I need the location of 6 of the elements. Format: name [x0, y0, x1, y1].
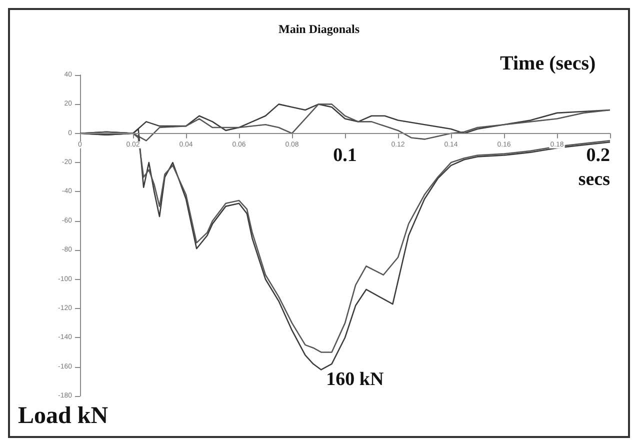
x-axis-title: Time (secs) [500, 52, 596, 74]
annotation: 0.1 [333, 144, 357, 166]
annotation: 160 kN [326, 369, 384, 390]
annotation: 0.2 secs [578, 144, 610, 190]
y-axis-title: Load kN [18, 403, 109, 429]
chart-title: Main Diagonals [278, 22, 360, 36]
